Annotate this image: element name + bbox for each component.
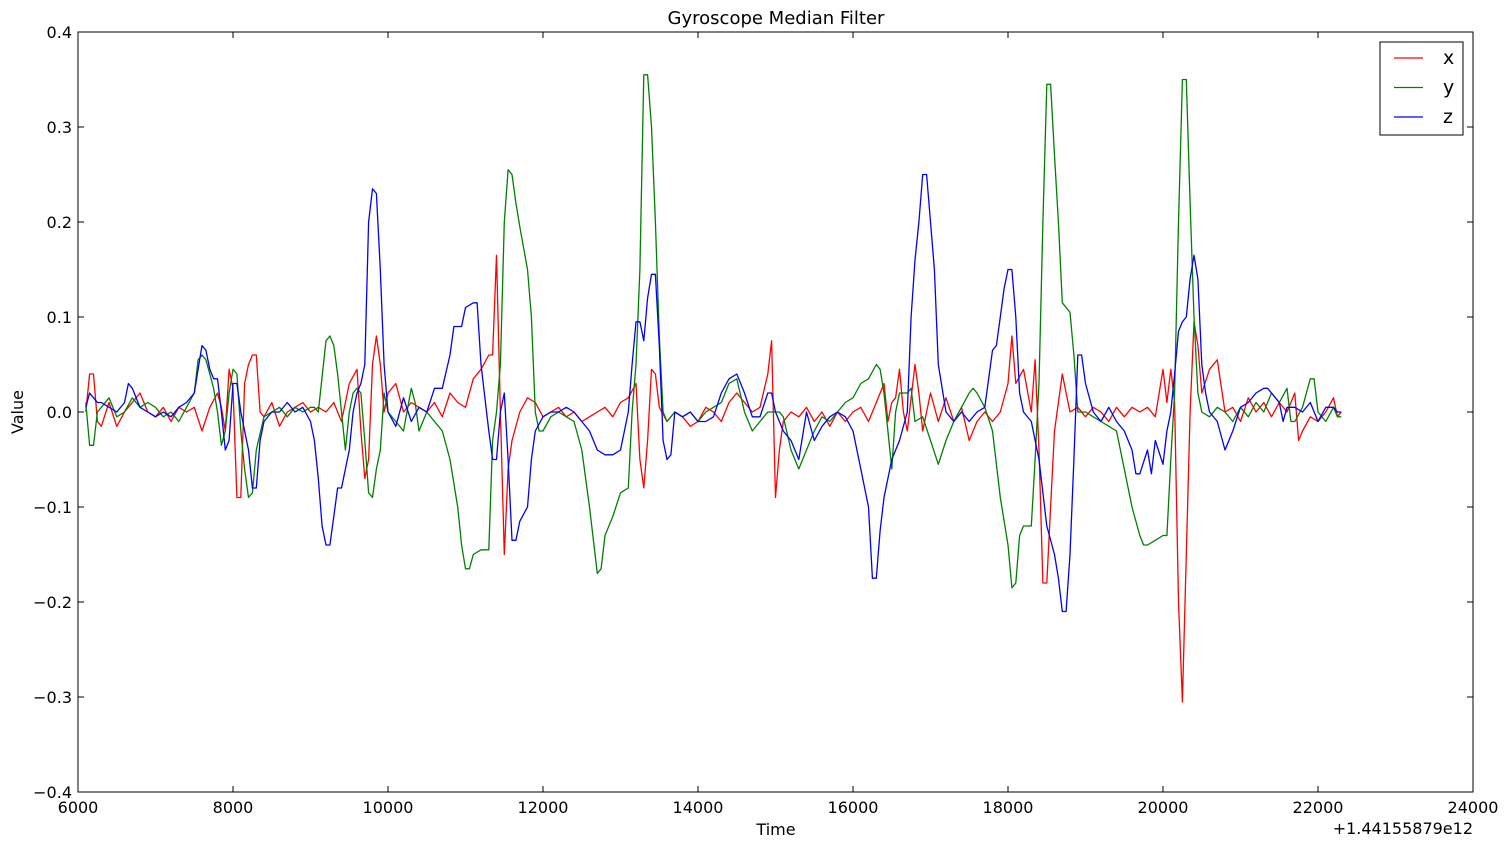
x-axis-ticks: 6000 8000 10000 12000 14000 16000 18000 20000 22… bbox=[58, 32, 1499, 817]
y-tick-label: 0.4 bbox=[47, 23, 72, 42]
y-tick-label: −0.3 bbox=[33, 688, 72, 707]
legend-label-x: x bbox=[1443, 47, 1454, 69]
legend: xyz bbox=[1379, 41, 1464, 136]
y-tick-label: −0.4 bbox=[33, 783, 72, 802]
x-tick-label: 8000 bbox=[213, 798, 254, 817]
x-tick-label: 14000 bbox=[673, 798, 724, 817]
legend-label-y: y bbox=[1443, 77, 1454, 99]
x-axis-label: Time bbox=[755, 820, 795, 839]
y-tick-label: −0.2 bbox=[33, 593, 72, 612]
y-axis-label: Value bbox=[8, 390, 27, 434]
x-tick-label: 22000 bbox=[1293, 798, 1344, 817]
y-axis-ticks: 0.4 0.3 0.2 0.1 0.0 −0.1 −0.2 −0.3 −0.4 bbox=[33, 23, 1473, 802]
series-line-z bbox=[85, 173, 1342, 613]
y-tick-label: 0.3 bbox=[47, 118, 72, 137]
y-tick-label: 0.1 bbox=[47, 308, 72, 327]
y-tick-label: 0.0 bbox=[47, 403, 72, 422]
x-tick-label: 16000 bbox=[828, 798, 879, 817]
x-tick-label: 10000 bbox=[363, 798, 414, 817]
chart-title: Gyroscope Median Filter bbox=[668, 8, 885, 29]
x-tick-label: 18000 bbox=[983, 798, 1034, 817]
y-tick-label: −0.1 bbox=[33, 498, 72, 517]
y-tick-label: 0.2 bbox=[47, 213, 72, 232]
x-tick-label: 20000 bbox=[1138, 798, 1189, 817]
series-layer bbox=[85, 74, 1342, 703]
series-line-y bbox=[85, 74, 1342, 589]
x-tick-label: 24000 bbox=[1448, 798, 1499, 817]
x-tick-label: 6000 bbox=[58, 798, 99, 817]
x-tick-label: 12000 bbox=[518, 798, 569, 817]
legend-label-z: z bbox=[1443, 106, 1453, 128]
x-axis-offset-label: +1.44155879e12 bbox=[1333, 819, 1473, 838]
